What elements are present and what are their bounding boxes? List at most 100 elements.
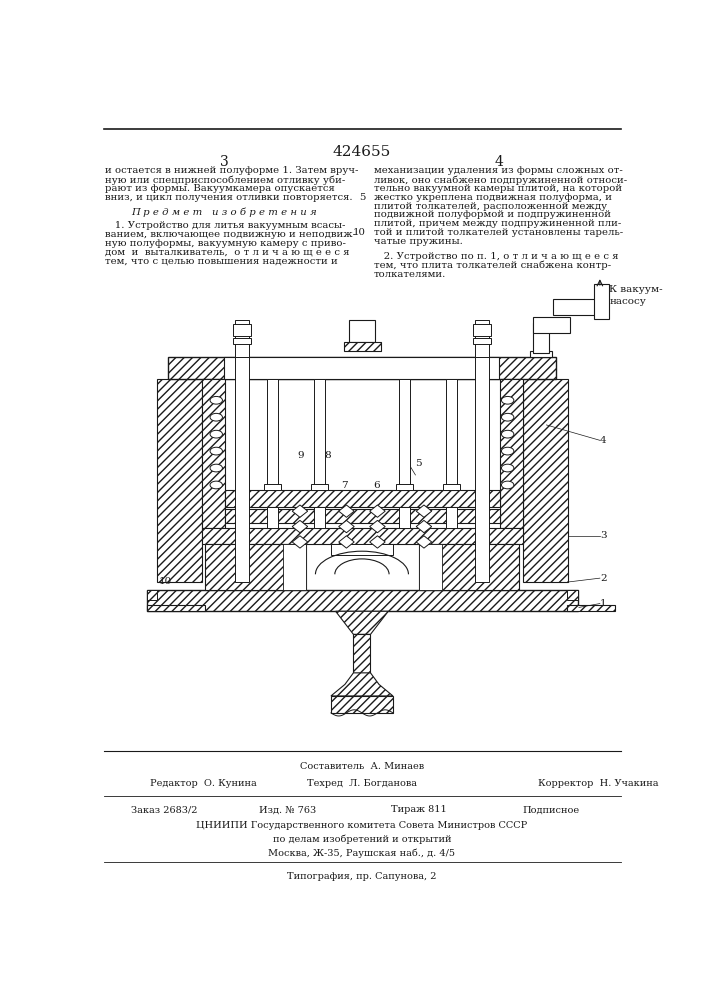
- Bar: [146, 605, 204, 611]
- Polygon shape: [339, 520, 354, 533]
- Ellipse shape: [501, 430, 514, 438]
- Text: 4: 4: [495, 155, 503, 169]
- Bar: [533, 323, 549, 353]
- Bar: [419, 544, 519, 590]
- Text: плитой, причем между подпружиненной пли-: плитой, причем между подпружиненной пли-: [373, 219, 621, 228]
- Text: плитой толкателей, расположенной между: плитой толкателей, расположенной между: [373, 202, 607, 211]
- Ellipse shape: [210, 464, 223, 472]
- Bar: [396, 484, 413, 490]
- Text: вниз, и цикл получения отливки повторяется.: вниз, и цикл получения отливки повторяет…: [105, 193, 353, 202]
- Bar: [399, 379, 410, 490]
- Polygon shape: [336, 611, 388, 634]
- Text: по делам изобретений и открытий: по делам изобретений и открытий: [273, 835, 451, 844]
- Bar: [523, 379, 568, 582]
- Text: 424655: 424655: [333, 145, 391, 159]
- Bar: [233, 338, 251, 344]
- Text: ванием, включающее подвижную и неподвиж-: ванием, включающее подвижную и неподвиж-: [105, 230, 356, 239]
- Text: ЦНИИПИ Государственного комитета Совета Министров СССР: ЦНИИПИ Государственного комитета Совета …: [197, 821, 527, 830]
- Text: 10: 10: [159, 578, 173, 586]
- Bar: [473, 324, 491, 336]
- Bar: [443, 484, 460, 490]
- Text: Изд. № 763: Изд. № 763: [259, 805, 316, 814]
- Polygon shape: [370, 536, 385, 548]
- Bar: [314, 507, 325, 528]
- Text: К вакуум-
насосу: К вакуум- насосу: [609, 285, 662, 306]
- Polygon shape: [339, 536, 354, 548]
- Ellipse shape: [210, 430, 223, 438]
- Text: П р е д м е т   и з о б р е т е н и я: П р е д м е т и з о б р е т е н и я: [131, 208, 317, 217]
- Ellipse shape: [501, 464, 514, 472]
- Bar: [314, 379, 325, 490]
- Polygon shape: [370, 520, 385, 533]
- Bar: [419, 544, 442, 590]
- Text: 6: 6: [373, 481, 380, 490]
- Text: 5: 5: [359, 193, 366, 202]
- Text: чатые пружины.: чатые пружины.: [373, 237, 462, 246]
- Ellipse shape: [210, 396, 223, 404]
- Text: Техред  Л. Богданова: Техред Л. Богданова: [307, 779, 417, 788]
- Text: Заказ 2683/2: Заказ 2683/2: [131, 805, 197, 814]
- Bar: [233, 324, 251, 336]
- Bar: [331, 696, 393, 713]
- Bar: [331, 544, 393, 555]
- Text: ную или спецприспособлением отливку уби-: ную или спецприспособлением отливку уби-: [105, 175, 346, 185]
- Text: Редактор  О. Кунина: Редактор О. Кунина: [151, 779, 257, 788]
- Ellipse shape: [501, 413, 514, 421]
- Bar: [473, 338, 491, 344]
- Bar: [225, 509, 500, 523]
- Text: 3: 3: [600, 531, 607, 540]
- Bar: [344, 342, 380, 351]
- Text: Типография, пр. Сапунова, 2: Типография, пр. Сапунова, 2: [287, 872, 437, 881]
- Text: толкателями.: толкателями.: [373, 270, 446, 279]
- Bar: [267, 379, 279, 490]
- Bar: [475, 357, 489, 582]
- Bar: [445, 507, 457, 528]
- Bar: [475, 320, 489, 357]
- Bar: [235, 357, 249, 582]
- Ellipse shape: [501, 447, 514, 455]
- Bar: [554, 299, 607, 315]
- Bar: [206, 544, 306, 590]
- Bar: [445, 379, 457, 490]
- Bar: [500, 379, 523, 528]
- Bar: [146, 590, 578, 611]
- Ellipse shape: [210, 413, 223, 421]
- Text: ную полуформы, вакуумную камеру с приво-: ную полуформы, вакуумную камеру с приво-: [105, 239, 346, 248]
- Bar: [594, 284, 609, 319]
- Text: Составитель  А. Минаев: Составитель А. Минаев: [300, 762, 424, 771]
- Bar: [533, 317, 571, 333]
- Text: Москва, Ж-35, Раушская наб., д. 4/5: Москва, Ж-35, Раушская наб., д. 4/5: [269, 848, 455, 858]
- Text: и остается в нижней полуформе 1. Затем вруч-: и остается в нижней полуформе 1. Затем в…: [105, 166, 358, 175]
- Polygon shape: [339, 505, 354, 517]
- Text: жестко укреплена подвижная полуформа, и: жестко укреплена подвижная полуформа, и: [373, 193, 612, 202]
- Text: Тираж 811: Тираж 811: [391, 805, 446, 814]
- Text: 2: 2: [600, 574, 607, 583]
- Text: тельно вакуумной камеры плитой, на которой: тельно вакуумной камеры плитой, на котор…: [373, 184, 621, 193]
- Bar: [201, 379, 225, 528]
- Text: тем, что плита толкателей снабжена контр-: тем, что плита толкателей снабжена контр…: [373, 261, 611, 270]
- Text: механизации удаления из формы сложных от-: механизации удаления из формы сложных от…: [373, 166, 622, 175]
- Bar: [156, 379, 201, 582]
- Polygon shape: [416, 520, 432, 533]
- Polygon shape: [292, 536, 308, 548]
- Text: той и плитой толкателей установлены тарель-: той и плитой толкателей установлены таре…: [373, 228, 623, 237]
- Polygon shape: [331, 673, 393, 696]
- Bar: [399, 507, 410, 528]
- Bar: [354, 634, 370, 673]
- Bar: [349, 320, 375, 342]
- Ellipse shape: [501, 396, 514, 404]
- Ellipse shape: [210, 481, 223, 489]
- Ellipse shape: [501, 481, 514, 489]
- Text: Подписное: Подписное: [522, 805, 580, 814]
- Polygon shape: [370, 505, 385, 517]
- Ellipse shape: [210, 447, 223, 455]
- Text: 4: 4: [600, 436, 607, 445]
- Text: 5: 5: [414, 459, 421, 468]
- Polygon shape: [292, 505, 308, 517]
- Bar: [168, 357, 556, 379]
- Text: 8: 8: [325, 451, 331, 460]
- Bar: [146, 590, 158, 600]
- Text: 1: 1: [600, 599, 607, 608]
- Bar: [267, 507, 279, 528]
- Text: тем, что с целью повышения надежности и: тем, что с целью повышения надежности и: [105, 257, 338, 266]
